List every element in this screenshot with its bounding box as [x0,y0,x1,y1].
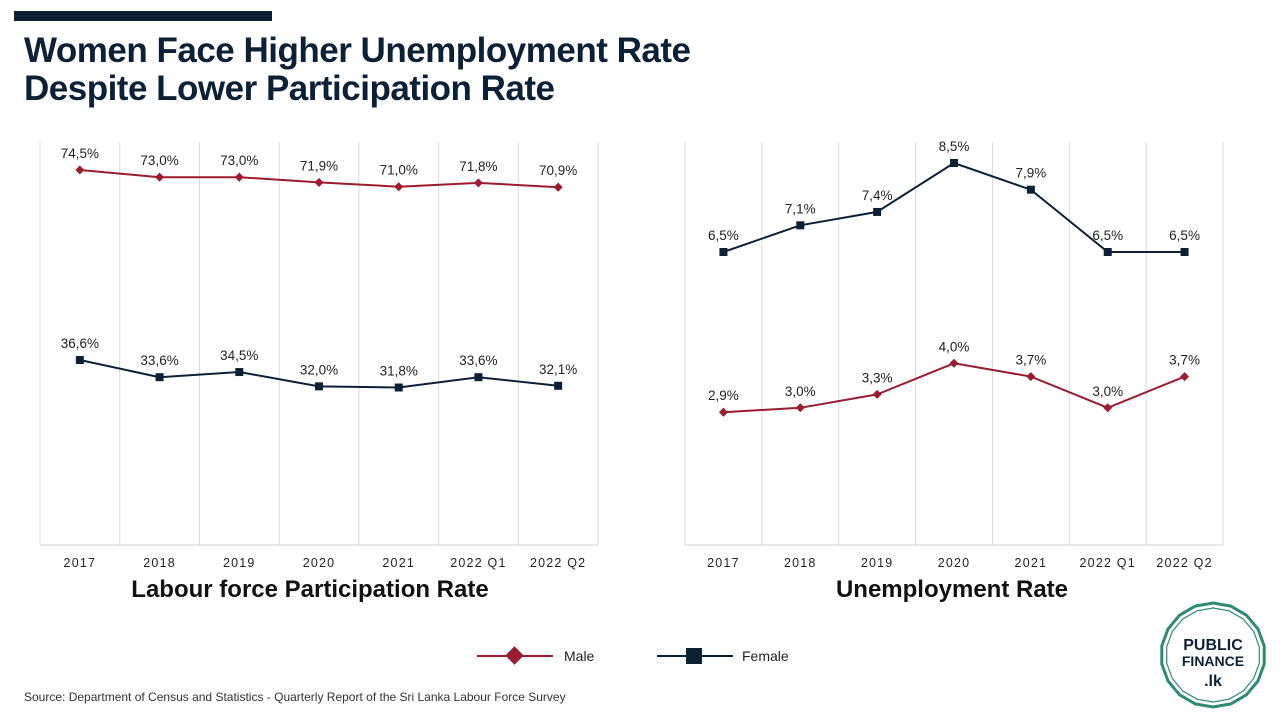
lfpr-x-tick-label: 2022 Q1 [450,556,506,570]
unemp-x-tick-label: 2022 Q1 [1080,556,1136,570]
lfpr-point-female [554,381,563,390]
lfpr-data-label-male: 70,9% [539,163,577,178]
unemp-gridlines [684,142,1224,545]
lfpr-data-label-female: 32,1% [539,362,577,377]
unemp-data-label-female: 7,9% [1015,166,1046,181]
lfpr-data-label-female: 32,0% [300,362,338,377]
unemp-point-female [719,248,728,256]
unemp-data-label-male: 3,7% [1015,353,1046,368]
unemp-data-label-male: 3,3% [862,370,893,385]
lfpr-data-label-male: 71,9% [300,158,338,173]
logo-text-line-2: FINANCE [1182,653,1244,669]
legend-item-female: Female [657,642,797,672]
unemp-point-male [718,407,728,417]
unemp-point-male [872,389,882,399]
lfpr-data-label-female: 36,6% [61,336,99,351]
title-line-2: Despite Lower Participation Rate [24,69,555,108]
lfpr-x-tick-label: 2020 [303,556,336,570]
unemp-data-label-male: 3,7% [1169,353,1200,368]
lfpr-data-label-male: 71,8% [459,159,497,174]
unemployment-rate-chart: 2017 2018 2019 2020 2021 2022 Q1 2022 Q2 2,9% 3,… [684,139,1224,570]
unemp-point-male [1180,372,1190,382]
unemp-data-label-female: 6,5% [1092,228,1123,243]
unemp-series-male: 2,9% 3,0% 3,3% 4,0% 3,7% 3,0% 3,7% [708,339,1200,417]
lfpr-x-tick-label: 2019 [223,556,256,570]
unemp-data-label-female: 7,4% [862,188,893,203]
legend-label-male: Male [564,648,595,664]
unemp-point-female [1180,248,1189,256]
unemp-point-female [873,207,882,216]
unemp-point-female [1103,248,1112,256]
lfpr-x-tick-label: 2022 Q2 [530,556,586,570]
lfpr-data-label-male: 71,0% [380,163,418,178]
lfpr-point-male [234,172,244,182]
unemp-data-label-female: 6,5% [708,228,739,243]
lfpr-point-male [75,165,85,175]
lfpr-point-male [473,178,483,188]
page-title: Women Face Higher Unemployment Rate Desp… [24,31,691,108]
lfpr-x-tick-label: 2021 [382,556,415,570]
lfpr-data-label-female: 34,5% [220,348,258,363]
unemp-x-tick-label: 2021 [1015,556,1048,570]
title-accent-bar [14,11,272,21]
participation-chart-title: Labour force Participation Rate [131,576,489,603]
unemp-point-male [949,358,959,368]
unemp-x-tick-label: 2018 [784,556,817,570]
unemployment-chart-title: Unemployment Rate [835,576,1069,603]
unemp-x-tick-label: 2019 [861,556,894,570]
lfpr-point-female [75,356,84,364]
unemp-x-tick-label: 2017 [707,556,740,570]
lfpr-data-label-female: 33,6% [140,353,178,368]
lfpr-point-female [474,373,483,382]
legend-female-swatch [657,648,733,664]
lfpr-data-label-female: 31,8% [380,364,418,379]
source-note: Source: Department of Census and Statist… [24,690,566,704]
title-line-1: Women Face Higher Unemployment Rate [24,31,691,70]
lfpr-point-female [315,382,323,391]
unemp-point-male [1026,372,1036,382]
unemp-data-label-female: 6,5% [1169,228,1200,243]
unemp-point-male [1103,403,1113,413]
unemp-point-female [950,159,958,167]
legend-item-male: Male [477,642,597,672]
unemp-point-female [796,221,805,230]
lfpr-point-female [155,373,164,382]
unemp-data-label-male: 3,0% [1092,384,1123,399]
unemp-data-label-female: 8,5% [939,139,970,154]
lfpr-series-male: 74,5% 73,0% 73,0% 71,9% 71,0% 71,8% 70,9% [61,146,577,192]
unemp-data-label-male: 4,0% [939,339,970,354]
lfpr-data-label-male: 73,0% [220,153,258,168]
unemp-point-female [1026,185,1035,194]
unemp-data-label-male: 3,0% [785,384,816,399]
lfpr-data-label-female: 33,6% [459,353,497,368]
lfpr-gridlines [39,142,599,545]
unemp-series-female: 6,5% 7,1% 7,4% 8,5% 7,9% 6,5% 6,5% [708,139,1200,256]
lfpr-data-label-male: 73,0% [140,153,178,168]
lfpr-series-female: 36,6% 33,6% 34,5% 32,0% 31,8% 33,6% 32,1% [61,336,577,392]
unemp-data-label-female: 7,1% [785,201,816,216]
lfpr-data-label-male: 74,5% [61,146,99,161]
unemp-point-male [795,403,805,413]
unemp-x-tick-label: 2020 [938,556,971,570]
legend-label-female: Female [742,648,789,664]
lfpr-x-tick-label: 2017 [64,556,97,570]
lfpr-point-female [394,383,403,392]
logo-text-line-1: PUBLIC [1183,637,1243,654]
publicfinance-logo: PUBLIC FINANCE .lk [1160,601,1266,709]
unemp-data-label-male: 2,9% [708,388,739,403]
lfpr-point-female [235,368,244,377]
chart-legend: Male Female [0,642,1280,672]
unemp-x-tick-label: 2022 Q2 [1156,556,1212,570]
legend-male-swatch [477,646,553,665]
lfpr-x-tick-label: 2018 [143,556,176,570]
logo-text-line-3: .lk [1204,673,1222,690]
